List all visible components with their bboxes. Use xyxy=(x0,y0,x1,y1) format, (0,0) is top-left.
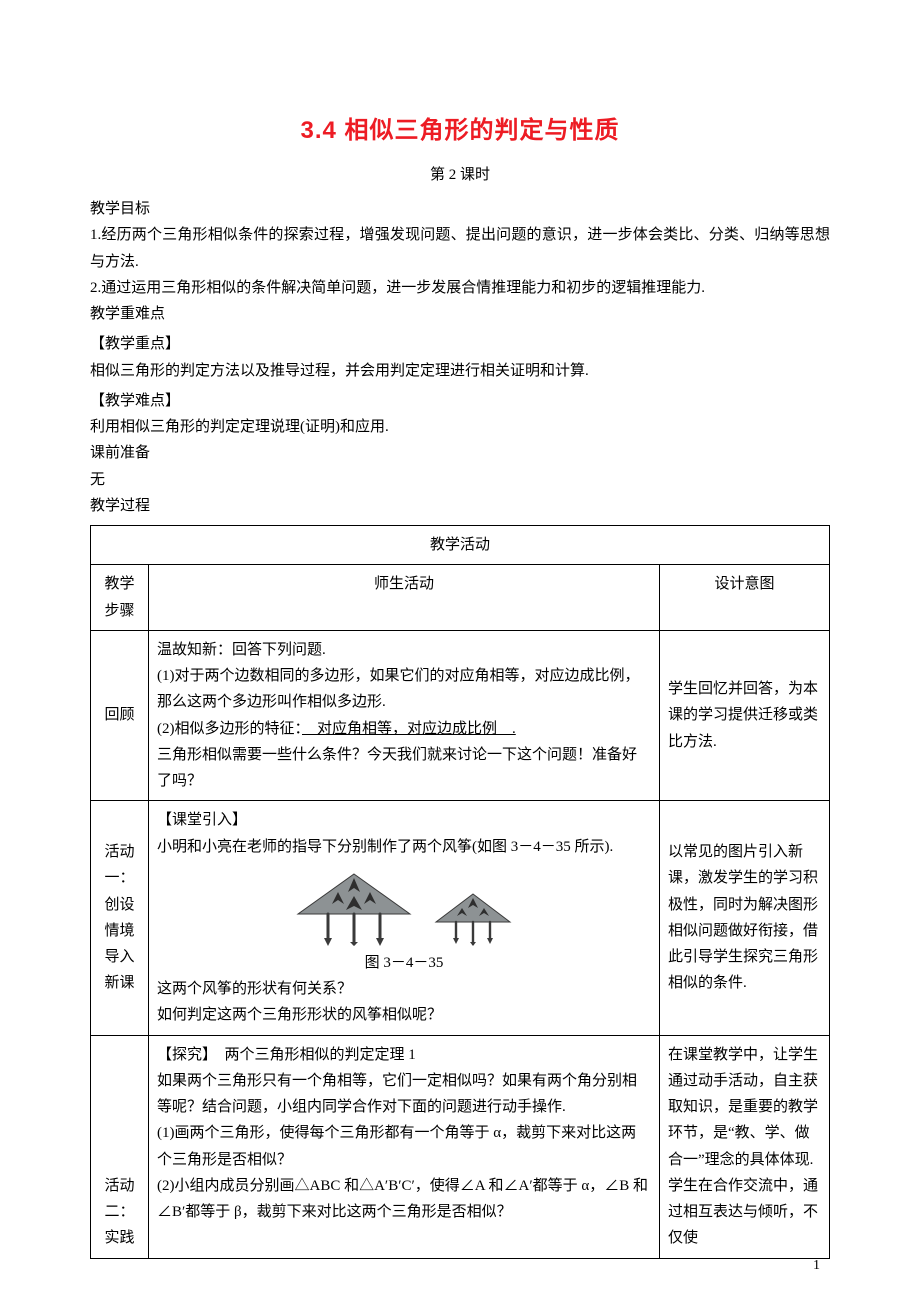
row2-purpose: 在课堂教学中，让学生通过动手活动，自主获取知识，是重要的教学环节，是“教、学、做… xyxy=(660,1035,830,1258)
table-row: 活动一：创设情境导入新课 【课堂引入】 小明和小亮在老师的指导下分别制作了两个风… xyxy=(91,801,830,1035)
row0-p2-pre: (2)相似多边形的特征： xyxy=(157,721,302,737)
table-header-activity: 师生活动 xyxy=(149,565,660,631)
row2-step: 活动二：实践 xyxy=(91,1035,149,1258)
row0-p2: (2)相似多边形的特征： 对应角相等，对应边成比例 . xyxy=(157,716,651,742)
row2-p2: (1)画两个三角形，使得每个三角形都有一个角等于 α，裁剪下来对比这两个三角形是… xyxy=(157,1120,651,1173)
table-header-purpose: 设计意图 xyxy=(660,565,830,631)
objective-2: 2.通过运用三角形相似的条件解决简单问题，进一步发展合情推理能力和初步的逻辑推理… xyxy=(90,275,830,301)
row0-activity: 温故知新：回答下列问题. (1)对于两个边数相同的多边形，如果它们的对应角相等，… xyxy=(149,630,660,801)
row0-p3: 三角形相似需要一些什么条件？今天我们就来讨论一下这个问题！准备好了吗？ xyxy=(157,742,651,795)
prepare-label: 课前准备 xyxy=(90,440,830,466)
key-difficult-label: 教学重难点 xyxy=(90,301,830,327)
row1-q1: 这两个风筝的形状有何关系？ xyxy=(157,976,651,1002)
row2-activity: 【探究】 两个三角形相似的判定定理 1 如果两个三角形只有一个角相等，它们一定相… xyxy=(149,1035,660,1258)
objective-label: 教学目标 xyxy=(90,196,830,222)
page: 3.4 相似三角形的判定与性质 第 2 课时 教学目标 1.经历两个三角形相似条… xyxy=(0,0,920,1302)
kite-big-icon xyxy=(294,868,414,946)
row0-purpose: 学生回忆并回答，为本课的学习提供迁移或类比方法. xyxy=(660,630,830,801)
row1-purpose: 以常见的图片引入新课，激发学生的学习积极性，同时为解决图形相似问题做好衔接，借此… xyxy=(660,801,830,1035)
table-row: 活动二：实践 【探究】 两个三角形相似的判定定理 1 如果两个三角形只有一个角相… xyxy=(91,1035,830,1258)
row2-p1: 如果两个三角形只有一个角相等，它们一定相似吗？如果有两个角分别相等呢？结合问题，… xyxy=(157,1068,651,1121)
prepare-text: 无 xyxy=(90,467,830,493)
table-header-step: 教学步骤 xyxy=(91,565,149,631)
row2-p3: (2)小组内成员分别画△ABC 和△A′B′C′，使得∠A 和∠A′都等于 α，… xyxy=(157,1173,651,1226)
page-number: 1 xyxy=(813,1258,820,1274)
keypoint-text: 相似三角形的判定方法以及推导过程，并会用判定定理进行相关证明和计算. xyxy=(90,358,830,384)
document-subtitle: 第 2 课时 xyxy=(90,163,830,184)
row1-step: 活动一：创设情境导入新课 xyxy=(91,801,149,1035)
table-header-row-2: 教学步骤 师生活动 设计意图 xyxy=(91,565,830,631)
row1-activity: 【课堂引入】 小明和小亮在老师的指导下分别制作了两个风筝(如图 3－4－35 所… xyxy=(149,801,660,1035)
row1-p1: 小明和小亮在老师的指导下分别制作了两个风筝(如图 3－4－35 所示). xyxy=(157,834,651,860)
row0-p2-underline: 对应角相等，对应边成比例 . xyxy=(302,721,516,737)
row1-bold: 【课堂引入】 xyxy=(157,807,651,833)
row0-p1: (1)对于两个边数相同的多边形，如果它们的对应角相等，对应边成比例，那么这两个多… xyxy=(157,663,651,716)
figure-caption: 图 3－4－35 xyxy=(157,950,651,976)
table-header-row-1: 教学活动 xyxy=(91,526,830,565)
table-header-span: 教学活动 xyxy=(91,526,830,565)
keypoint-bracket: 【教学重点】 xyxy=(90,331,830,357)
kite-figure xyxy=(157,868,651,946)
row0-step: 回顾 xyxy=(91,630,149,801)
document-title: 3.4 相似三角形的判定与性质 xyxy=(90,110,830,145)
row1-q2: 如何判定这两个三角形形状的风筝相似呢？ xyxy=(157,1002,651,1028)
process-label: 教学过程 xyxy=(90,493,830,519)
lesson-table: 教学活动 教学步骤 师生活动 设计意图 回顾 温故知新：回答下列问题. (1)对… xyxy=(90,525,830,1259)
row2-bold: 【探究】 两个三角形相似的判定定理 1 xyxy=(157,1042,651,1068)
table-row: 回顾 温故知新：回答下列问题. (1)对于两个边数相同的多边形，如果它们的对应角… xyxy=(91,630,830,801)
objective-1: 1.经历两个三角形相似条件的探索过程，增强发现问题、提出问题的意识，进一步体会类… xyxy=(90,222,830,275)
difficulty-text: 利用相似三角形的判定定理说理(证明)和应用. xyxy=(90,414,830,440)
kite-small-icon xyxy=(432,890,514,946)
row0-intro: 温故知新：回答下列问题. xyxy=(157,637,651,663)
difficulty-bracket: 【教学难点】 xyxy=(90,388,830,414)
